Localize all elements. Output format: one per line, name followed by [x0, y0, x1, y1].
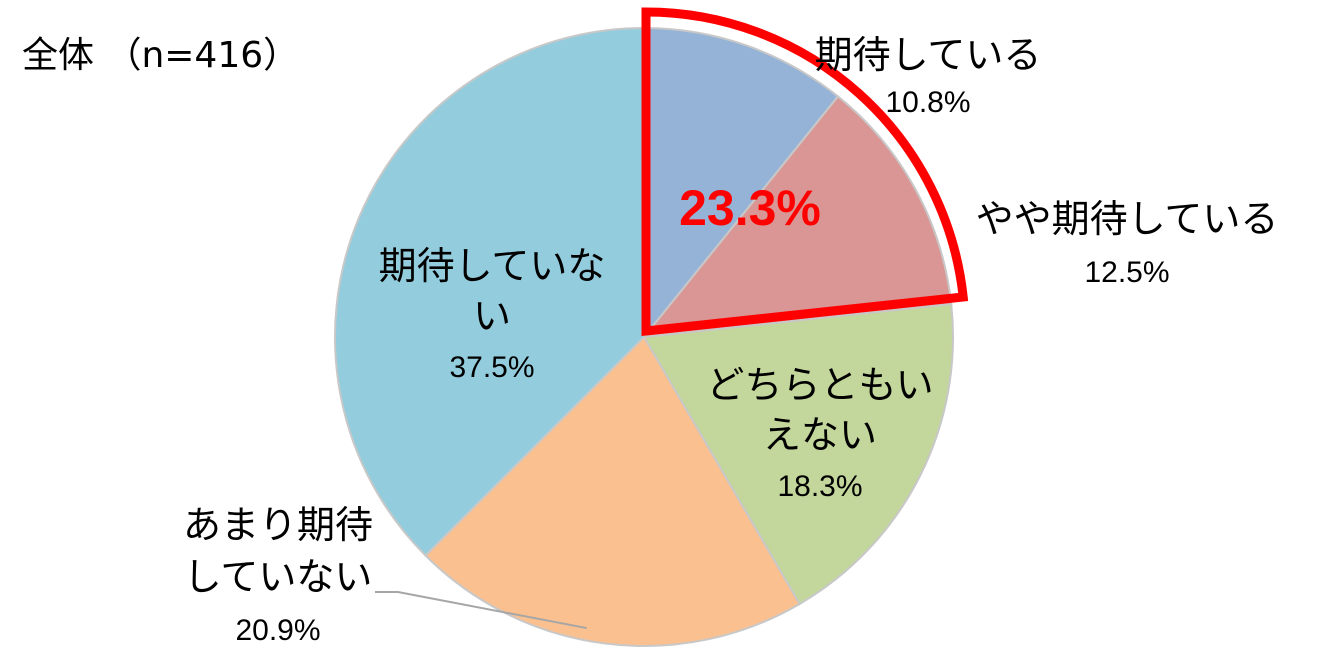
highlight-total-label: 23.3%	[679, 180, 821, 236]
slice-label-3-line-1: どちらともい	[706, 363, 933, 407]
pie-slice-2	[641, 95, 953, 339]
leader-line	[375, 591, 587, 630]
slice-value-1: 10.8%	[885, 86, 970, 119]
slice-label-3-line-2: えない	[763, 413, 877, 457]
pie-slice-5	[334, 26, 645, 557]
highlight-outline	[641, 7, 969, 337]
slice-label-5-line-1: 期待していな	[379, 244, 606, 288]
pie-slice-4	[424, 335, 801, 647]
slice-value-5: 37.5%	[449, 351, 534, 384]
pie-slices	[334, 26, 954, 647]
slice-label-5-line-2: い	[473, 294, 511, 338]
slice-value-3: 18.3%	[777, 470, 862, 503]
slice-value-4: 20.9%	[235, 614, 320, 647]
slice-label-1-line-1: 期待している	[815, 33, 1042, 77]
slice-label-4-line-2: していない	[184, 555, 373, 599]
slice-label-2-line-1: やや期待している	[976, 197, 1279, 241]
chart-subtitle: 全体 （n=416）	[22, 35, 299, 76]
slice-value-2: 12.5%	[1084, 256, 1169, 289]
slice-label-4-line-1: あまり期待	[183, 503, 373, 547]
pie-slice-1	[643, 26, 840, 340]
pie-slice-3	[642, 302, 954, 606]
